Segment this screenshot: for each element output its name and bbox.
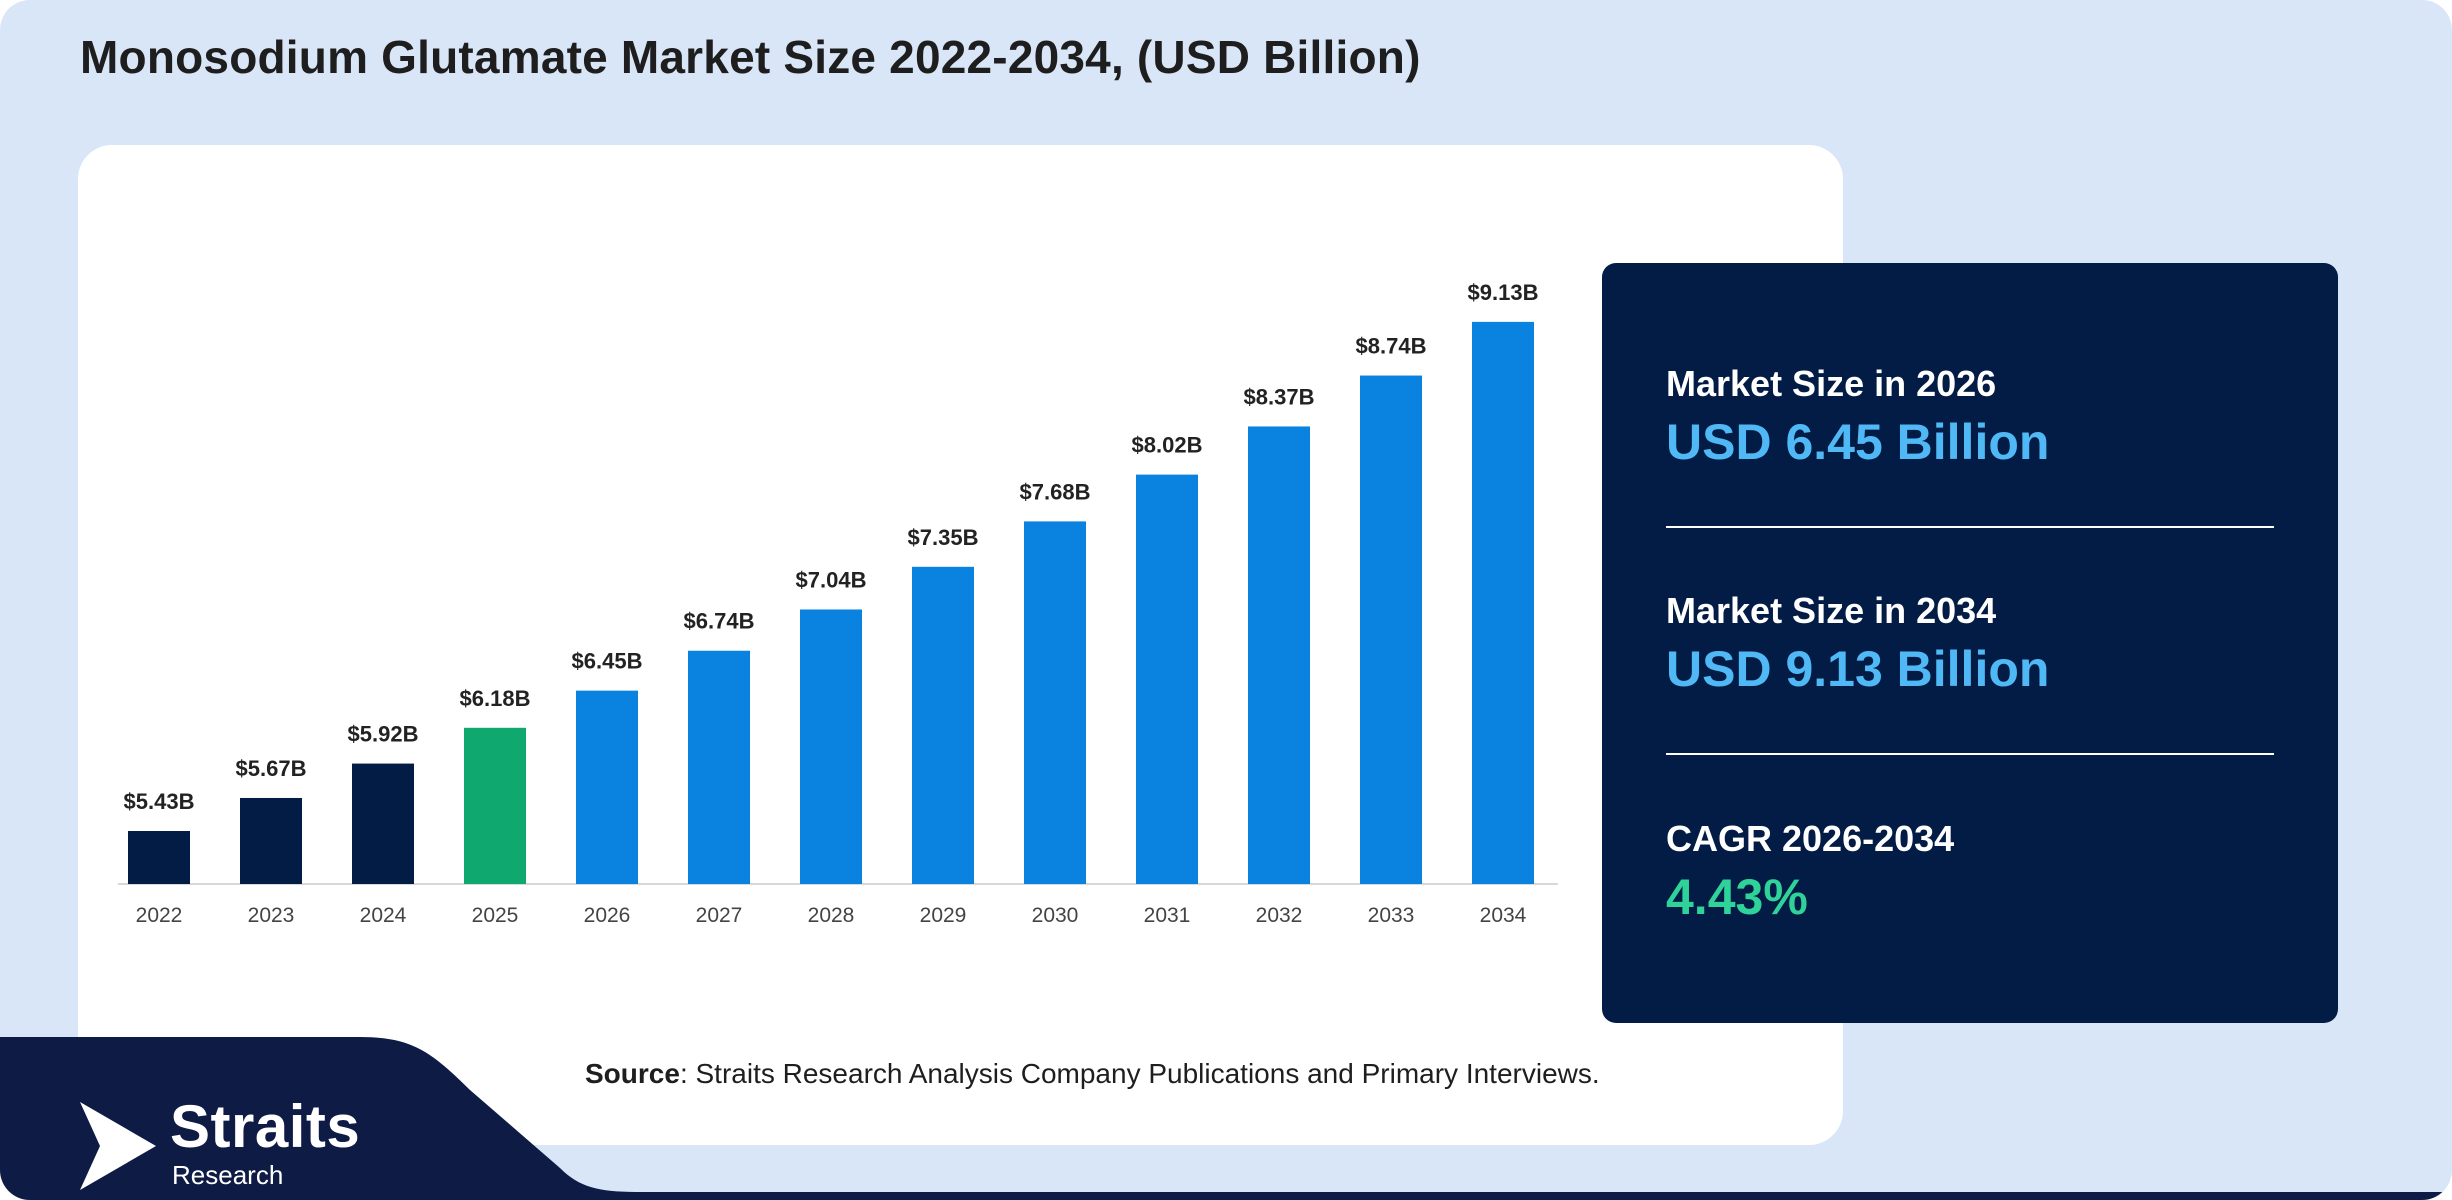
bar-2026: [576, 690, 638, 884]
logo-sub: Research: [172, 1160, 284, 1190]
bar-2024: [352, 763, 414, 884]
stat-label: CAGR 2026-2034: [1666, 818, 1955, 859]
stat-cagr: CAGR 2026-2034 4.43%: [1666, 818, 1954, 926]
x-tick-labels-group: 2022 2023 2024 2025 2026 2027 2028 2029 2030 2031…: [136, 904, 1527, 927]
stat-market-size-2026: Market Size in 2026 USD 6.45 Billion: [1666, 363, 2049, 471]
bar-2027: [688, 650, 750, 884]
bar-2023: [240, 797, 302, 884]
bars-group: [128, 321, 1534, 884]
chart-card: $5.43B $5.67B $5.92B $6.18B $6.45B $6.74B $7.0…: [78, 145, 1843, 1145]
stats-divider: [1666, 753, 2274, 755]
x-tick-2023: 2023: [248, 904, 295, 927]
source-text: : Straits Research Analysis Company Publ…: [679, 1058, 1600, 1089]
x-tick-2026: 2026: [584, 904, 631, 927]
x-tick-2025: 2025: [472, 904, 519, 927]
data-label-2023: $5.67B: [236, 756, 307, 781]
data-label-2022: $5.43B: [124, 789, 195, 814]
x-tick-2024: 2024: [360, 904, 407, 927]
stat-label: Market Size in 2034: [1666, 590, 1997, 631]
x-tick-2034: 2034: [1480, 904, 1527, 927]
bar-2029: [912, 566, 974, 884]
bar-chart: $5.43B $5.67B $5.92B $6.18B $6.45B $6.74B $7.0…: [118, 280, 1558, 927]
stat-value: USD 9.13 Billion: [1666, 641, 2050, 697]
stat-label: Market Size in 2026: [1666, 363, 1997, 404]
data-label-2029: $7.35B: [908, 525, 979, 550]
logo-arrow-icon: [80, 1102, 156, 1190]
data-label-2026: $6.45B: [572, 649, 643, 674]
page-title: Monosodium Glutamate Market Size 2022-20…: [80, 31, 1421, 83]
logo-name: Straits: [170, 1093, 361, 1160]
bar-2025: [464, 727, 526, 884]
data-label-2024: $5.92B: [348, 722, 419, 747]
bar-2031: [1136, 474, 1198, 884]
bar-2030: [1024, 521, 1086, 884]
bar-2034: [1472, 321, 1534, 884]
source-prefix: Source: [585, 1058, 680, 1089]
straits-logo: Straits Research: [78, 1093, 360, 1197]
x-tick-2031: 2031: [1144, 904, 1191, 927]
x-tick-2022: 2022: [136, 904, 183, 927]
source-note: Source: Straits Research Analysis Compan…: [585, 1058, 1600, 1090]
data-label-2030: $7.68B: [1020, 479, 1091, 504]
bar-2022: [128, 831, 190, 884]
stats-divider: [1666, 526, 2274, 528]
stat-value: USD 6.45 Billion: [1666, 414, 2050, 470]
x-tick-2033: 2033: [1368, 904, 1415, 927]
bar-2028: [800, 609, 862, 884]
stat-value: 4.43%: [1666, 869, 1808, 925]
data-label-2032: $8.37B: [1244, 384, 1315, 409]
stat-market-size-2034: Market Size in 2034 USD 9.13 Billion: [1666, 590, 2049, 698]
data-label-2027: $6.74B: [684, 609, 755, 634]
bar-2033: [1360, 375, 1422, 884]
stats-panel: Market Size in 2026 USD 6.45 Billion Mar…: [1602, 263, 2338, 1023]
data-label-2025: $6.18B: [460, 686, 531, 711]
x-tick-2027: 2027: [696, 904, 743, 927]
data-label-2028: $7.04B: [796, 567, 867, 592]
bar-2032: [1248, 426, 1310, 884]
data-label-2033: $8.74B: [1356, 334, 1427, 359]
data-label-2031: $8.02B: [1132, 433, 1203, 458]
x-tick-2029: 2029: [920, 904, 967, 927]
data-labels-group: $5.43B $5.67B $5.92B $6.18B $6.45B $6.74B $7.0…: [124, 280, 1539, 814]
data-label-2034: $9.13B: [1468, 280, 1539, 305]
x-tick-2030: 2030: [1032, 904, 1079, 927]
x-tick-2028: 2028: [808, 904, 855, 927]
x-tick-2032: 2032: [1256, 904, 1303, 927]
